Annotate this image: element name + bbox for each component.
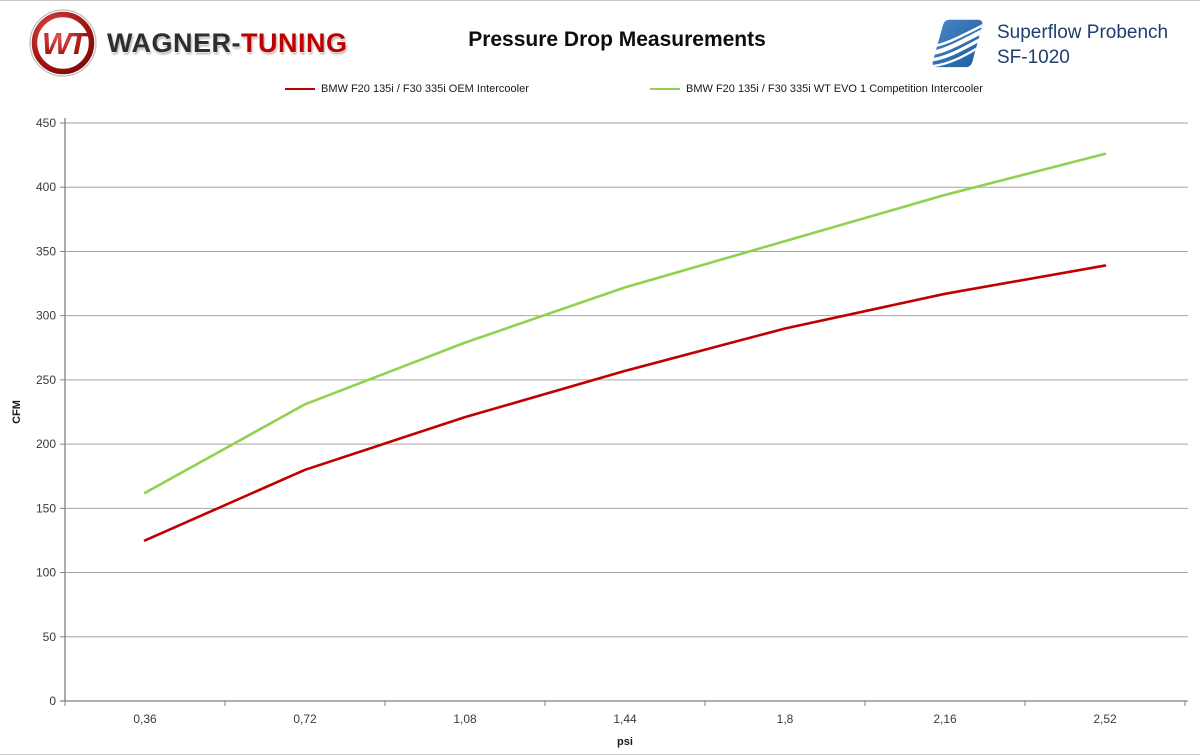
y-tick-label: 0 <box>49 694 56 708</box>
series-line-1 <box>143 152 1107 495</box>
superflow-line2: SF-1020 <box>997 47 1070 68</box>
pressure-drop-chart: 0 50 100 150 200 250 300 350 400 450 0,36 0,72 1,08 1… <box>11 116 1188 748</box>
superflow-line1: Superflow Probench <box>997 22 1169 43</box>
x-tick-label: 0,72 <box>293 712 317 726</box>
x-tick-label: 2,52 <box>1093 712 1117 726</box>
x-tick-label: 1,08 <box>453 712 477 726</box>
legend-label-evo: BMW F20 135i / F30 335i WT EVO 1 Competi… <box>686 83 983 95</box>
y-tick-label: 250 <box>36 373 56 387</box>
y-tick-label: 350 <box>36 244 56 258</box>
legend-swatch-evo <box>650 87 680 91</box>
legend-label-oem: BMW F20 135i / F30 335i OEM Intercooler <box>321 83 529 95</box>
wagner-tuning-badge-icon: WT <box>29 9 97 77</box>
y-tick-label: 100 <box>36 566 56 580</box>
y-tick-label: 50 <box>43 630 57 644</box>
wordmark-wagner: WAGNER- <box>107 27 241 58</box>
superflow-text: Superflow Probench SF-1020 <box>997 16 1168 70</box>
wordmark-tuning: TUNING <box>241 27 348 58</box>
y-tick-label: 300 <box>36 309 56 323</box>
x-tick-label: 0,36 <box>133 712 157 726</box>
chart-area: 0 50 100 150 200 250 300 350 400 450 0,36 0,72 1,08 1… <box>0 109 1200 754</box>
wagner-tuning-logo: WT WAGNER-TUNING <box>28 8 348 78</box>
superflow-logo: Superflow Probench SF-1020 <box>928 16 1168 70</box>
superflow-wave-icon <box>932 19 983 68</box>
wt-monogram: WT <box>42 26 90 61</box>
legend-swatch-oem <box>285 87 315 91</box>
series-line-0 <box>143 264 1107 542</box>
x-tick-label: 1,44 <box>613 712 637 726</box>
wagner-tuning-wordmark: WAGNER-TUNING <box>107 28 348 59</box>
y-tick-label: 200 <box>36 437 56 451</box>
y-tick-label: 400 <box>36 180 56 194</box>
x-axis-title: psi <box>617 736 633 748</box>
x-tick-label: 2,16 <box>933 712 957 726</box>
legend-item-evo: BMW F20 135i / F30 335i WT EVO 1 Competi… <box>650 83 983 95</box>
legend-item-oem: BMW F20 135i / F30 335i OEM Intercooler <box>285 83 529 95</box>
y-tick-label: 150 <box>36 501 56 515</box>
page-title: Pressure Drop Measurements <box>468 28 766 51</box>
y-tick-label: 450 <box>36 116 56 130</box>
x-tick-label: 1,8 <box>777 712 794 726</box>
y-axis-title: CFM <box>11 400 23 424</box>
